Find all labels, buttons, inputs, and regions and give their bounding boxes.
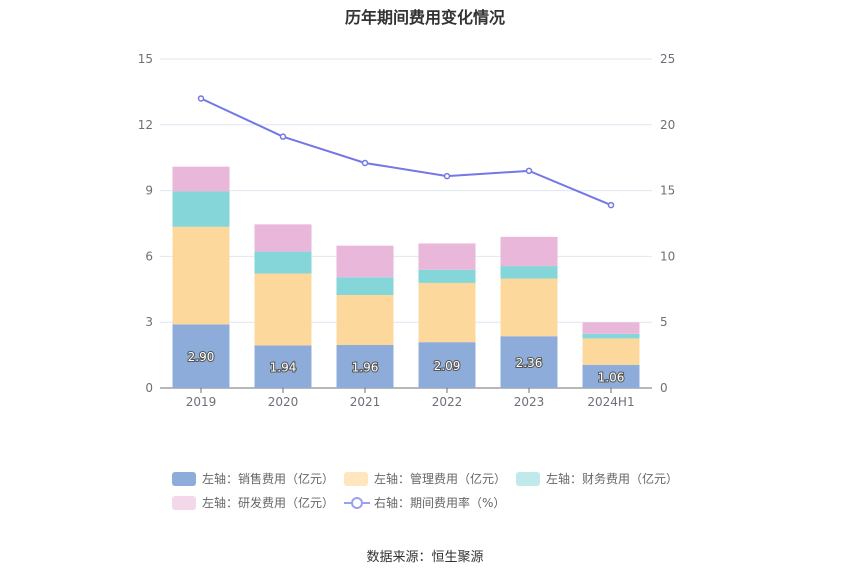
bar-segment [500,278,558,337]
y-left-tick-label: 9 [145,184,153,198]
legend-label-admin: 左轴：管理费用（亿元） [374,472,507,486]
bar-segment [582,338,640,365]
x-tick-label: 2021 [350,395,381,409]
ratio-line-point [279,133,287,140]
bar-segment [172,191,230,227]
bar-data-label: 2.09 [434,359,461,373]
bar-segment [172,166,230,192]
bar-data-label: 1.94 [270,361,297,375]
legend-label-sales: 左轴：销售费用（亿元） [202,472,335,486]
bar-segment [254,224,312,252]
legend-label-ratio: 右轴：期间费用率（%） [374,496,506,510]
legend-item-ratio[interactable]: 右轴：期间费用率（%） [344,494,505,511]
legend-swatch-rnd [172,495,196,510]
legend-item-admin[interactable]: 左轴：管理费用（亿元） [344,470,506,487]
bar-data-label: 1.96 [352,361,379,375]
bar-segment [500,266,558,279]
bar-segment [582,364,640,388]
x-tick-label: 2023 [514,395,545,409]
y-left-tick-label: 15 [138,52,153,66]
legend-swatch-sales [172,471,196,486]
y-left-tick-label: 6 [145,249,153,263]
bar-stacks [172,166,640,388]
legend-swatch-finance [516,471,540,486]
y-right-tick-label: 10 [660,249,675,263]
x-tick-label: 2019 [186,395,217,409]
bar-segment [582,322,640,334]
bar-segment [336,345,394,388]
data-labels: 2.90 1.94 1.96 2.09 2.36 1.06 [187,349,626,385]
legend-label-rnd: 左轴：研发费用（亿元） [202,496,335,510]
legend-item-sales[interactable]: 左轴：销售费用（亿元） [172,470,334,487]
data-source: 数据来源：恒生聚源 [366,550,484,565]
grid-lines [160,58,652,389]
bar-segment [418,269,476,283]
x-tick-label: 2022 [432,395,463,409]
bar-segment [172,324,230,388]
bar-data-label: 1.06 [598,370,625,384]
legend-item-rnd[interactable]: 左轴：研发费用（亿元） [172,494,334,511]
y-right-tick-label: 5 [660,315,668,329]
expense-ratio-line [197,95,615,209]
bar-segment [254,345,312,388]
bar-segment [336,295,394,346]
bar-data-label: 2.90 [188,350,215,364]
legend-swatch-ratio [344,496,370,509]
bar-segment [336,245,394,278]
legend-label-finance: 左轴：财务费用（亿元） [546,472,679,486]
bar-segment [254,251,312,274]
y-right-tick-label: 0 [660,381,668,395]
bar-segment [500,236,558,267]
bar-segment [254,273,312,346]
legend-item-finance[interactable]: 左轴：财务费用（亿元） [516,470,678,487]
x-tick-label: 2024H1 [587,395,634,409]
ratio-line-point [443,172,451,180]
y-right-tick-label: 25 [660,52,675,66]
legend-swatch-admin [344,471,368,486]
chart-title: 历年期间费用变化情况 [344,8,505,27]
ratio-line-point [361,159,369,167]
bar-segment [418,243,476,270]
ratio-line-point [607,201,615,209]
bar-segment [336,277,394,296]
bar-data-label: 2.36 [516,356,543,370]
y-left-tick-label: 12 [138,118,153,132]
axis-ticks: 0 3 6 9 12 15 0 5 10 15 20 25 2019 2020 2021 2022 2023 20… [138,52,676,409]
bar-segment [582,333,640,339]
y-left-tick-label: 0 [145,381,153,395]
ratio-line-point [197,95,205,102]
bar-segment [418,282,476,343]
bar-segment [172,226,230,325]
bar-segment [418,342,476,388]
y-left-tick-label: 3 [145,315,153,329]
x-tick-label: 2020 [268,395,299,409]
y-right-tick-label: 20 [660,118,675,132]
bar-segment [500,336,558,388]
ratio-line-point [525,167,533,175]
ratio-line-path [200,97,612,206]
y-right-tick-label: 15 [660,184,675,198]
